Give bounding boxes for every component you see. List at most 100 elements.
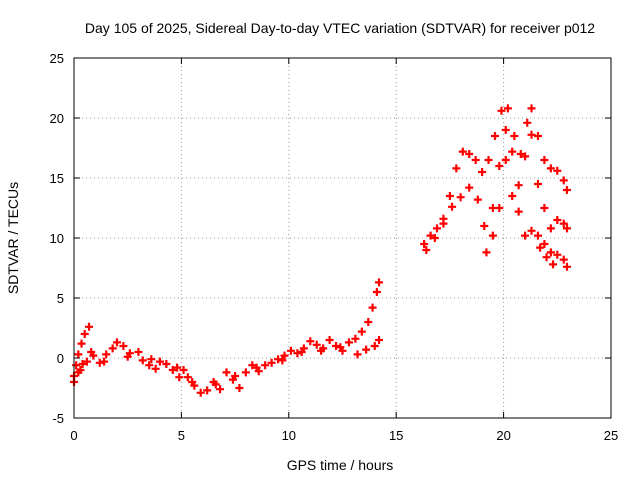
data-point [533, 180, 542, 188]
data-point [168, 366, 177, 374]
data-point [546, 224, 555, 233]
x-tick-label: 25 [604, 428, 618, 443]
data-point [138, 356, 147, 365]
data-point [501, 126, 510, 134]
data-point [183, 373, 192, 382]
data-point [533, 132, 542, 140]
data-point [95, 358, 104, 367]
data-point [549, 260, 558, 269]
data-point [420, 240, 429, 248]
data-point [76, 366, 85, 374]
x-tick-label: 0 [70, 428, 77, 443]
data-point [527, 226, 536, 235]
data-point [357, 327, 366, 336]
data-point [497, 106, 506, 115]
data-point [82, 357, 91, 366]
data-point [540, 156, 549, 164]
data-point [344, 338, 353, 347]
data-point [465, 150, 474, 158]
data-point [439, 219, 448, 228]
data-point [559, 176, 568, 185]
data-point [540, 204, 549, 212]
data-point [533, 231, 542, 240]
data-point [375, 278, 384, 287]
data-point [317, 346, 326, 355]
data-points [70, 104, 571, 397]
x-tick-label: 10 [282, 428, 296, 443]
y-tick-label: -5 [52, 411, 64, 426]
data-point [332, 342, 341, 350]
x-tick-label: 20 [496, 428, 510, 443]
data-point [151, 364, 160, 373]
data-point [516, 150, 525, 158]
data-point [286, 346, 295, 355]
data-point [433, 224, 442, 233]
y-tick-label: 10 [50, 231, 64, 246]
data-point [471, 156, 480, 164]
data-point [108, 344, 117, 353]
data-point [203, 386, 212, 395]
data-point [87, 348, 96, 356]
data-point [458, 147, 467, 156]
data-point [514, 207, 523, 216]
data-point [562, 186, 571, 194]
data-point [465, 183, 474, 192]
data-point [280, 351, 289, 360]
data-point [102, 350, 111, 359]
data-point [74, 350, 83, 359]
data-point [370, 342, 379, 350]
data-point [216, 385, 225, 394]
data-point [112, 338, 121, 347]
data-point [134, 348, 143, 356]
data-point [527, 104, 536, 113]
data-point [351, 334, 360, 343]
data-point [80, 330, 89, 338]
data-point [368, 303, 377, 312]
data-point [480, 222, 489, 230]
data-point [527, 130, 536, 139]
data-point [540, 240, 549, 248]
data-point [521, 152, 530, 161]
data-point [147, 355, 156, 364]
data-point [546, 164, 555, 173]
data-point [364, 318, 373, 326]
data-point [274, 355, 283, 364]
data-point [261, 361, 270, 370]
data-point [426, 231, 435, 240]
y-axis-label: SDTVAR / TECUs [5, 182, 21, 294]
data-point [495, 204, 504, 212]
data-point [188, 378, 197, 386]
data-point [488, 231, 497, 240]
data-point [241, 368, 250, 377]
data-point [562, 262, 571, 271]
data-point [278, 356, 287, 365]
data-point [501, 156, 510, 164]
data-point [553, 250, 562, 259]
data-point [452, 164, 461, 173]
data-point [362, 345, 371, 354]
data-point [353, 350, 362, 359]
data-point [559, 255, 568, 264]
data-point [521, 231, 530, 240]
data-point [72, 361, 81, 370]
y-tick-label: 25 [50, 51, 64, 66]
data-point [297, 348, 306, 356]
data-point [448, 202, 457, 211]
x-axis-label: GPS time / hours [287, 457, 394, 473]
data-point [231, 372, 240, 380]
data-point [375, 336, 384, 344]
data-point [491, 132, 500, 140]
data-point [422, 246, 431, 254]
data-point [123, 352, 132, 361]
grid [74, 58, 611, 418]
y-tick-label: 15 [50, 171, 64, 186]
data-point [478, 168, 487, 176]
data-point [495, 162, 504, 170]
data-point [372, 288, 381, 296]
data-point [293, 349, 302, 358]
x-tick-label: 15 [389, 428, 403, 443]
data-point [78, 360, 87, 368]
data-point [248, 361, 257, 370]
data-point [456, 193, 465, 202]
